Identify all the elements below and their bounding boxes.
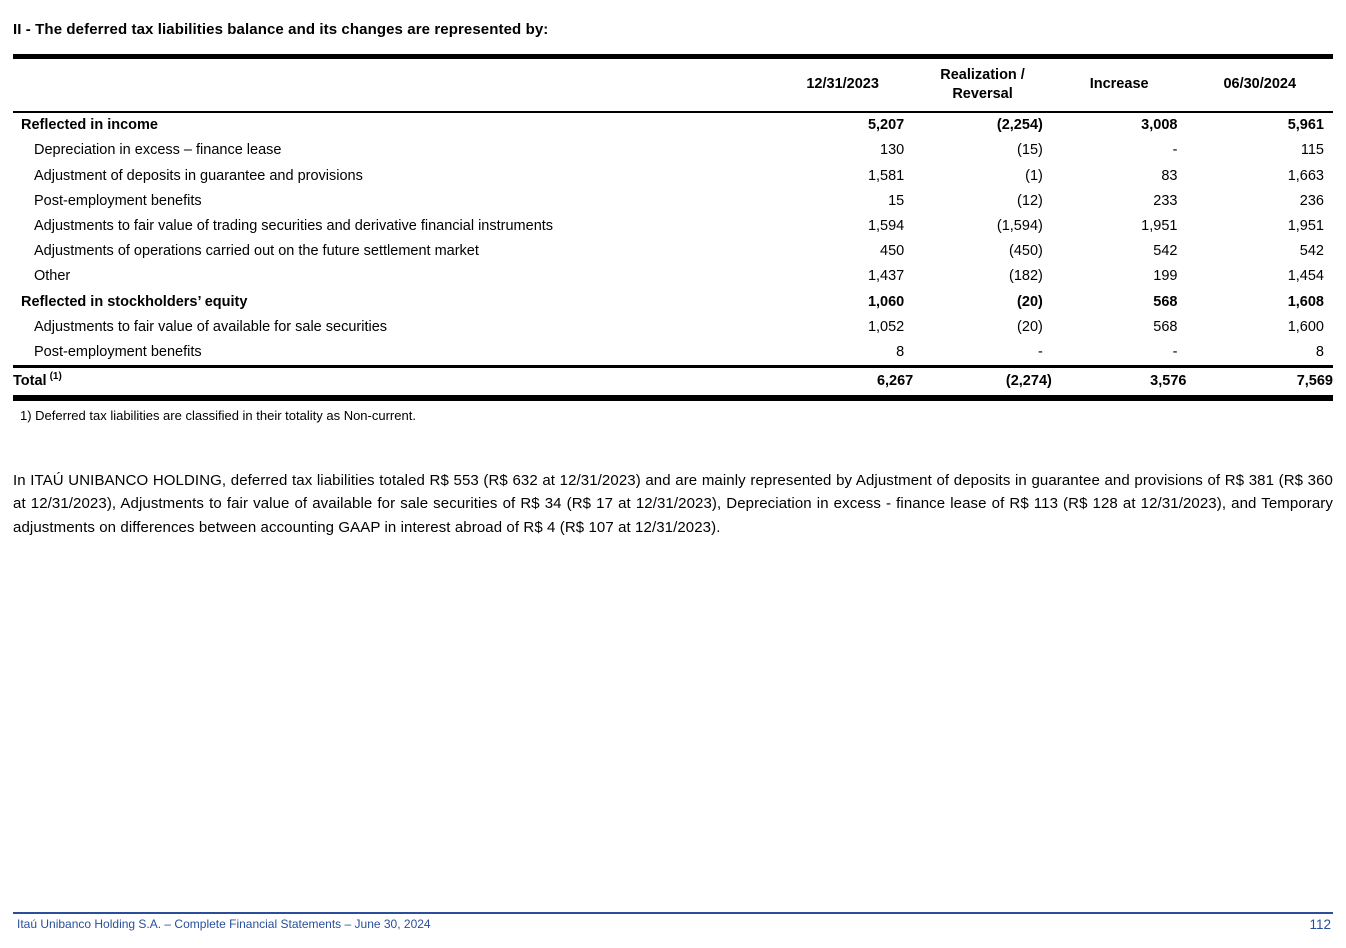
row-label: Adjustments of operations carried out on…	[13, 239, 772, 264]
row-label-text: Adjustments to fair value of available f…	[34, 318, 388, 335]
row-label: Total (1)	[13, 366, 772, 398]
cell-value: 1,663	[1287, 167, 1324, 184]
row-label-text: Reflected in income	[21, 117, 158, 134]
cell-value: 115	[1300, 142, 1324, 159]
page-footer: Itaú Unibanco Holding S.A. – Complete Fi…	[13, 912, 1333, 932]
row-label-text: Adjustment of deposits in guarantee and …	[34, 167, 363, 184]
row-label-text: Depreciation in excess – finance lease	[34, 142, 282, 159]
row-label: Post-employment benefits	[13, 188, 772, 213]
cell-value: (1,594)	[996, 218, 1043, 235]
row-label: Adjustment of deposits in guarantee and …	[13, 163, 772, 188]
cell-value: 1,594	[867, 218, 905, 235]
table-row: Adjustment of deposits in guarantee and …	[13, 163, 1333, 188]
cell-value: 130	[880, 142, 905, 159]
cell-value: 15	[888, 192, 905, 209]
row-label: Other	[13, 264, 772, 289]
table-row: Post-employment benefits 8 - - 8	[13, 339, 1333, 366]
cell-value: -	[1172, 343, 1178, 360]
table-body: Reflected in income 5,207 (2,254) 3,008 5,96…	[13, 112, 1333, 398]
row-label: Depreciation in excess – finance lease	[13, 138, 772, 163]
page-title: II - The deferred tax liabilities balanc…	[13, 21, 549, 38]
cell-value: 1,608	[1287, 293, 1324, 310]
cell-value: (182)	[1008, 268, 1043, 285]
cell-value: 1,060	[867, 293, 905, 310]
row-label-text: Adjustments to fair value of trading sec…	[34, 218, 554, 235]
cell-value: 568	[1153, 293, 1178, 310]
column-header-increase: Increase	[1089, 76, 1149, 93]
row-label-text: Total	[13, 372, 47, 389]
table-header: 12/31/2023 Realization / Reversal Increa…	[13, 56, 1333, 112]
row-label: Adjustments to fair value of trading sec…	[13, 213, 772, 238]
cell-value: (450)	[1008, 243, 1043, 260]
cell-value: (20)	[1017, 318, 1043, 335]
cell-value: 7,569	[1296, 372, 1333, 389]
footer-document-title: Itaú Unibanco Holding S.A. – Complete Fi…	[17, 917, 431, 931]
cell-value: (2,274)	[1005, 372, 1052, 389]
cell-value: (12)	[1017, 192, 1043, 209]
cell-value: 1,454	[1287, 268, 1324, 285]
cell-value: (2,254)	[996, 117, 1043, 134]
cell-value: 5,961	[1287, 117, 1324, 134]
row-label-text: Post-employment benefits	[34, 192, 202, 209]
table-row: Adjustments of operations carried out on…	[13, 239, 1333, 264]
cell-value: 568	[1153, 318, 1178, 335]
table-row: Depreciation in excess – finance lease 13…	[13, 138, 1333, 163]
cell-value: -	[1172, 142, 1178, 159]
row-label: Reflected in stockholders’ equity	[13, 289, 772, 314]
table-row: Other 1,437 (182) 199 1,454	[13, 264, 1333, 289]
cell-value: 1,951	[1141, 218, 1178, 235]
cell-value: 542	[1299, 243, 1324, 260]
column-header-realization-reversal: Realization / Reversal	[940, 67, 1025, 102]
row-label-superscript: (1)	[49, 370, 62, 382]
row-label: Post-employment benefits	[13, 339, 772, 366]
cell-value: (1)	[1025, 167, 1043, 184]
cell-value: 233	[1153, 192, 1178, 209]
table-total-row: Total (1) 6,267 (2,274) 3,576 7,569	[13, 366, 1333, 398]
cell-value: 1,951	[1287, 218, 1324, 235]
cell-value: (15)	[1017, 142, 1043, 159]
table-row: Reflected in income 5,207 (2,254) 3,008 5,96…	[13, 112, 1333, 138]
cell-value: 236	[1299, 192, 1324, 209]
cell-value: 1,052	[867, 318, 905, 335]
cell-value: 199	[1153, 268, 1178, 285]
cell-value: -	[1038, 343, 1043, 360]
table-row: Adjustments to fair value of available f…	[13, 314, 1333, 339]
footer-page-number: 112	[1309, 917, 1331, 932]
column-header-06-30-2024: 06/30/2024	[1223, 76, 1297, 93]
cell-value: 1,600	[1287, 318, 1324, 335]
cell-value: 450	[880, 243, 905, 260]
table-row: Adjustments to fair value of trading sec…	[13, 213, 1333, 238]
cell-value: 1,581	[867, 167, 905, 184]
cell-value: 3,008	[1141, 117, 1178, 134]
table-header-row: 12/31/2023 Realization / Reversal Increa…	[13, 56, 1333, 112]
row-label-text: Other	[34, 268, 71, 285]
deferred-tax-liabilities-table: 12/31/2023 Realization / Reversal Increa…	[13, 54, 1333, 401]
cell-value: 542	[1153, 243, 1178, 260]
table-row: Post-employment benefits 15 (12) 233 236	[13, 188, 1333, 213]
cell-value: 8	[896, 343, 905, 360]
cell-value: 1,437	[867, 268, 905, 285]
row-label: Adjustments to fair value of available f…	[13, 314, 772, 339]
cell-value: 5,207	[867, 117, 905, 134]
cell-value: (20)	[1017, 293, 1043, 310]
body-paragraph: In ITAÚ UNIBANCO HOLDING, deferred tax l…	[13, 471, 1333, 536]
table-row: Reflected in stockholders’ equity 1,060 (2…	[13, 289, 1333, 314]
cell-value: 6,267	[876, 372, 914, 389]
row-label-text: Adjustments of operations carried out on…	[34, 243, 479, 260]
cell-value: 3,576	[1150, 372, 1187, 389]
row-label-text: Reflected in stockholders’ equity	[21, 293, 248, 310]
cell-value: 8	[1315, 343, 1324, 360]
page-content: II - The deferred tax liabilities balanc…	[0, 21, 1346, 539]
column-header-12-31-2023: 12/31/2023	[806, 76, 879, 93]
column-header-empty	[13, 57, 772, 112]
cell-value: 83	[1161, 167, 1178, 184]
row-label: Reflected in income	[13, 112, 772, 138]
table-footnote: 1) Deferred tax liabilities are classifi…	[20, 407, 416, 423]
row-label-text: Post-employment benefits	[34, 343, 202, 360]
